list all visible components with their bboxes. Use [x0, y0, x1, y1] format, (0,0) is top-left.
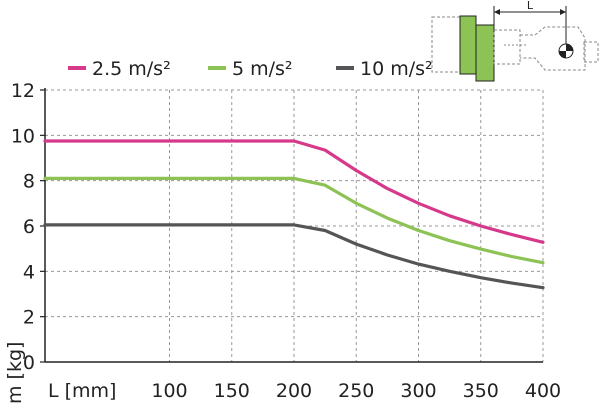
- diagram-workpiece-outline: [520, 26, 586, 71]
- x-tick-label-200: 200: [276, 380, 312, 402]
- series-line-1: [43, 139, 545, 244]
- y-tick-label-4: 4: [23, 261, 35, 283]
- gripper-diagram: L: [431, 0, 599, 82]
- diagram-gripper-body: [475, 24, 495, 82]
- legend-label-3: 10 m/s²: [360, 58, 433, 80]
- diagram-flange: [459, 15, 477, 75]
- y-tick-label-6: 6: [23, 216, 35, 238]
- x-tick-label-350: 350: [463, 380, 499, 402]
- diagram-tip-outline: [583, 41, 599, 63]
- diagram-cog-quadrant-a: [566, 44, 573, 51]
- diagram-dim-arrow-right: [560, 9, 566, 15]
- y-tick-label-8: 8: [23, 171, 35, 193]
- y-tick-label-2: 2: [23, 307, 35, 329]
- x-tick-label-100: 100: [151, 380, 187, 402]
- grid: [45, 89, 544, 362]
- y-tick-label-10: 10: [11, 125, 35, 147]
- series-line-3: [43, 223, 545, 290]
- x-tick-label-400: 400: [525, 380, 561, 402]
- legend-label-2: 5 m/s²: [232, 58, 293, 80]
- series-lines: [43, 139, 545, 290]
- y-tick-label-0: 0: [23, 352, 35, 374]
- diagram-cog-quadrant-b: [559, 51, 566, 58]
- x-tick-label-250: 250: [338, 380, 374, 402]
- diagram-dimension-label: L: [527, 0, 534, 12]
- diagram-jaw-outline: [493, 29, 521, 65]
- tick-labels: 0 2 4 6 8 10 12 100 150 200 250 300 350 400: [11, 80, 561, 402]
- series-line-2: [43, 176, 545, 265]
- legend-label-1: 2.5 m/s²: [92, 58, 171, 80]
- y-tick-label-12: 12: [11, 80, 35, 102]
- x-tick-label-300: 300: [400, 380, 436, 402]
- legend: 2.5 m/s² 5 m/s² 10 m/s²: [68, 58, 433, 80]
- diagram-dim-arrow-left: [494, 9, 500, 15]
- x-tick-label-150: 150: [214, 380, 250, 402]
- y-axis-label: m [kg]: [4, 342, 26, 404]
- x-axis-label: L [mm]: [48, 380, 116, 402]
- diagram-base-outline: [431, 16, 461, 73]
